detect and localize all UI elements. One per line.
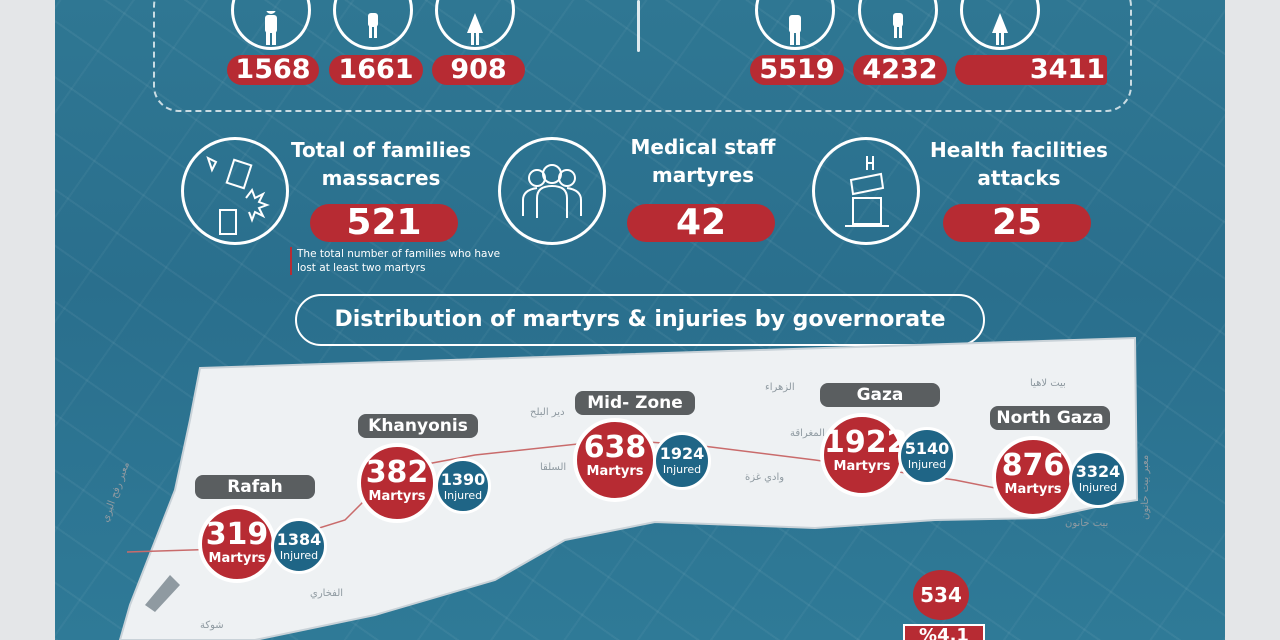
injured-count: 3324 (1075, 462, 1121, 481)
martyrs-count: 1922 (824, 425, 908, 460)
injured-label: Injured (279, 549, 319, 562)
bottom-percent: %4.1 (903, 624, 985, 640)
injured-badge-north-gaza: 3324 Injured (1069, 450, 1127, 508)
place-name: السلقا (540, 462, 567, 473)
distribution-title: Distribution of martyrs & injuries by go… (295, 294, 985, 346)
crossing-label: معبر بيت حانون (1140, 454, 1151, 520)
men-count: 1568 (227, 55, 319, 85)
place-name: المغراقة (790, 428, 825, 439)
martyrs-badge-gaza: 1922 Martyrs (820, 413, 908, 497)
place-name: وادي غزة (745, 472, 785, 483)
children-count: 1661 (329, 55, 423, 85)
injured-badge-gaza: 5140 Injured (898, 427, 956, 485)
children-count: 4232 (853, 55, 947, 85)
top-stats-box (153, 0, 1132, 112)
medical-staff-title: Medical staff martyres (630, 135, 776, 187)
injured-count: 1384 (276, 530, 322, 549)
families-massacres-value: 521 (310, 204, 458, 242)
martyrs-count: 638 (583, 430, 647, 465)
men-count: 5519 (750, 55, 844, 85)
injured-badge-khanyonis: 1390 Injured (435, 458, 491, 514)
martyrs-count: 319 (205, 517, 269, 552)
injured-label: Injured (443, 489, 483, 502)
injured-badge-mid-zone: 1924 Injured (653, 432, 711, 490)
place-name: شوكة (200, 620, 224, 631)
martyrs-badge-rafah: 319 Martyrs (198, 505, 276, 583)
collapsed-building-icon (181, 137, 289, 245)
families-note: The total number of families who have lo… (290, 247, 507, 275)
place-name: بيت حانون (1065, 518, 1109, 529)
injured-label: Injured (662, 463, 702, 476)
governorate-label-mid-zone: Mid- Zone (575, 391, 695, 415)
health-facilities-value: 25 (943, 204, 1091, 242)
martyrs-label: Martyrs (368, 489, 426, 504)
martyrs-badge-north-gaza: 876 Martyrs (992, 436, 1074, 518)
women-count: 3411 (955, 55, 1107, 85)
families-massacres-title: Total of families massacres (290, 138, 472, 190)
injured-badge-rafah: 1384 Injured (271, 518, 327, 574)
place-name: الفخاري (310, 588, 344, 599)
health-facilities-title: Health facilities attacks (930, 138, 1108, 190)
martyrs-badge-mid-zone: 638 Martyrs (573, 418, 657, 502)
medical-staff-value: 42 (627, 204, 775, 242)
martyrs-label: Martyrs (1004, 482, 1062, 497)
infographic-panel: 1568 1661 908 5519 4232 3411 Total of fa… (55, 0, 1225, 640)
injured-count: 1390 (440, 470, 486, 489)
martyrs-badge-khanyonis: 382 Martyrs (357, 443, 437, 523)
governorate-label-rafah: Rafah (195, 475, 315, 499)
injured-count: 1924 (659, 444, 705, 463)
governorate-label-khanyonis: Khanyonis (358, 414, 478, 438)
place-name: بيت لاهيا (1030, 378, 1066, 389)
injured-label: Injured (1078, 481, 1118, 494)
bottom-value-badge: 534 (913, 570, 969, 620)
women-count: 908 (432, 55, 525, 85)
martyrs-label: Martyrs (208, 551, 266, 566)
governorate-label-gaza: Gaza (820, 383, 940, 407)
group-divider (637, 0, 640, 52)
damaged-hospital-icon (812, 137, 920, 245)
martyrs-count: 876 (1001, 448, 1065, 483)
medical-staff-icon (498, 137, 606, 245)
martyrs-label: Martyrs (833, 459, 891, 474)
place-name: دير البلح (530, 407, 565, 418)
place-name: الزهراء (765, 382, 795, 393)
martyrs-label: Martyrs (586, 464, 644, 479)
governorate-label-north-gaza: North Gaza (990, 406, 1110, 430)
injured-count: 5140 (904, 439, 950, 458)
injured-label: Injured (907, 458, 947, 471)
martyrs-count: 382 (365, 455, 429, 490)
